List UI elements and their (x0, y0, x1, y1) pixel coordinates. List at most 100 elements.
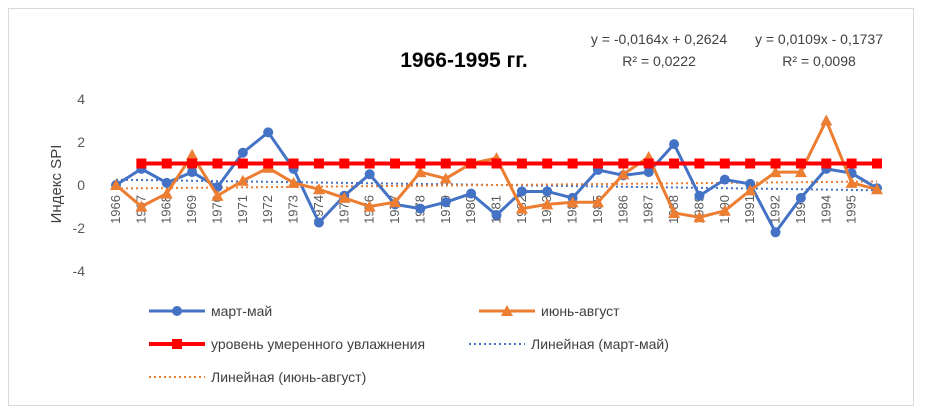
point-s1-4 (211, 189, 224, 201)
point-s1-18 (566, 196, 579, 208)
legend: март-май июнь-август уровень умеренного ув… (149, 303, 669, 385)
point-s0-8 (313, 217, 324, 228)
trendline-r2-march-may: R² = 0,0222 (622, 53, 696, 69)
point-s2-19 (592, 158, 603, 169)
point-s1-0 (110, 179, 122, 190)
point-s0-10 (364, 169, 375, 180)
point-s1-12 (414, 166, 427, 178)
point-s2-23 (694, 158, 705, 169)
spi-line-chart: 1966-1995 гг. y = -0,0164x + 0,2624 R² =… (48, 31, 883, 385)
point-s0-5 (237, 147, 248, 158)
point-s2-14 (466, 158, 477, 169)
legend-label-3: Линейная (март-май) (531, 336, 669, 352)
x-tick-label-1969: 1969 (184, 195, 199, 224)
point-s0-6 (263, 127, 274, 138)
point-s1-28 (820, 114, 833, 126)
legend-label-4: Линейная (июнь-август) (211, 369, 366, 385)
point-s2-30 (872, 158, 882, 169)
y-tick-label-0: 4 (77, 91, 85, 107)
point-s0-26 (770, 227, 781, 238)
point-s1-2 (160, 187, 173, 199)
point-s2-24 (719, 158, 730, 169)
x-tick-label-1995: 1995 (844, 195, 859, 224)
x-tick-label-1983: 1983 (539, 195, 554, 224)
x-tick-label-1992: 1992 (768, 195, 783, 224)
point-s0-14 (466, 188, 477, 199)
point-s0-13 (440, 197, 451, 208)
trendline-equation-june-august: y = 0,0109x - 0,1737 (755, 31, 883, 47)
point-s1-7 (287, 176, 300, 188)
point-s2-20 (618, 158, 629, 169)
point-s0-12 (415, 203, 426, 214)
point-s1-23 (693, 211, 706, 223)
point-s2-5 (237, 158, 248, 169)
point-s1-27 (794, 166, 807, 178)
point-s1-8 (312, 183, 325, 195)
point-s2-17 (542, 158, 553, 169)
point-s2-7 (288, 158, 299, 169)
point-s0-15 (491, 210, 502, 221)
legend-label-0: март-май (211, 303, 272, 319)
point-s1-3 (186, 148, 199, 160)
point-s2-28 (821, 158, 832, 169)
point-s1-1 (135, 200, 148, 212)
x-tick-label-1986: 1986 (615, 195, 630, 224)
point-s2-8 (313, 158, 324, 169)
point-s0-22 (669, 139, 680, 150)
point-s2-1 (136, 158, 147, 169)
x-tick-label-1966: 1966 (108, 195, 123, 224)
legend-marker-0 (172, 306, 182, 316)
x-tick-label-1991: 1991 (742, 195, 757, 224)
x-tick-label-1987: 1987 (641, 195, 656, 224)
series-layer (110, 114, 883, 238)
point-s2-4 (212, 158, 223, 169)
point-s0-16 (516, 186, 527, 197)
point-s1-19 (591, 196, 604, 208)
x-tick-label-1970: 1970 (209, 195, 224, 224)
point-s2-11 (390, 158, 401, 169)
y-axis-ticks: 4 2 0 -2 -4 (73, 91, 86, 279)
x-tick-label-1972: 1972 (260, 195, 275, 224)
point-s2-22 (669, 158, 680, 169)
point-s1-16 (515, 202, 528, 214)
point-s1-10 (363, 200, 376, 212)
point-s2-29 (846, 158, 857, 169)
point-s1-29 (845, 176, 858, 188)
point-s1-5 (236, 174, 249, 186)
point-s1-26 (769, 166, 782, 178)
trendline-equation-march-may: y = -0,0164x + 0,2624 (591, 31, 727, 47)
point-s0-3 (187, 167, 198, 178)
x-tick-label-1973: 1973 (286, 195, 301, 224)
point-s0-17 (542, 186, 553, 197)
y-tick-label-4: -4 (73, 263, 86, 279)
legend-marker-2 (172, 339, 182, 349)
point-s1-17 (541, 198, 554, 210)
chart-frame: 1966-1995 гг. y = -0,0164x + 0,2624 R² =… (8, 8, 914, 406)
point-s2-15 (491, 158, 502, 169)
point-s2-13 (440, 158, 451, 169)
point-s2-18 (567, 158, 578, 169)
point-s1-11 (389, 196, 402, 208)
point-s1-20 (617, 168, 630, 180)
point-s2-26 (770, 158, 781, 169)
point-s2-6 (263, 158, 274, 169)
point-s0-24 (719, 174, 730, 185)
y-tick-label-3: -2 (73, 220, 86, 236)
legend-label-2: уровень умеренного увлажнения (211, 336, 425, 352)
chart-title: 1966-1995 гг. (400, 49, 528, 72)
point-s2-27 (795, 158, 806, 169)
point-s0-27 (795, 192, 806, 203)
point-s2-9 (339, 158, 350, 169)
point-s1-22 (668, 206, 681, 218)
point-s2-10 (364, 158, 375, 169)
x-tick-label-1968: 1968 (159, 195, 174, 224)
point-s0-21 (643, 167, 654, 178)
y-tick-label-1: 2 (77, 134, 85, 150)
point-s2-21 (643, 158, 654, 169)
y-tick-label-2: 0 (77, 177, 85, 193)
point-s1-25 (744, 184, 757, 196)
point-s0-2 (161, 177, 172, 188)
point-s0-23 (694, 190, 705, 201)
point-s2-16 (516, 158, 527, 169)
x-tick-label-1980: 1980 (463, 195, 478, 224)
